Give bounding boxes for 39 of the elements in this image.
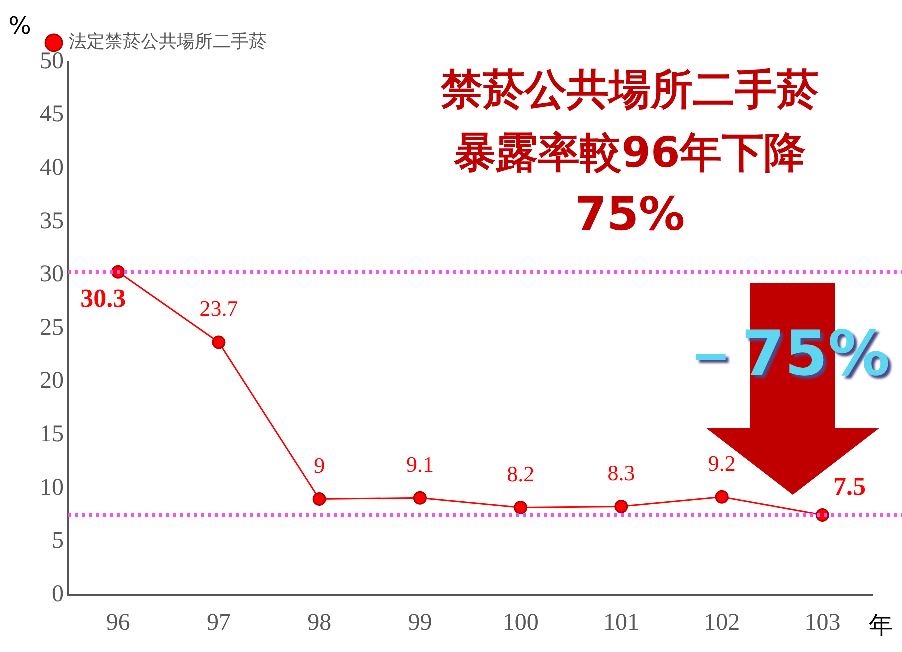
point [312,492,326,506]
legend-label: 法定禁菸公共場所二手菸 [69,32,267,52]
y-tick-label: 35 [40,208,64,234]
data-label: 8.2 [507,462,535,487]
x-tick-label: 101 [603,610,640,636]
x-tick-label: 97 [206,610,231,636]
data-label: 9.2 [708,450,736,476]
point [715,490,729,504]
y-tick-label: 30 [40,262,64,288]
data-label: 9.1 [406,452,434,477]
annotation: 暴露率較96年下降 [454,127,806,179]
data-label: 7.5 [833,472,866,501]
x-axis-title: 年 [869,611,893,640]
point [614,500,628,514]
annotation: 禁菸公共場所二手菸 [441,64,819,116]
y-tick-label: 20 [40,368,64,394]
y-tick-label: 5 [52,528,64,554]
y-tick-label: 25 [40,314,64,341]
y-tick-label: 10 [40,474,64,501]
point [514,501,528,515]
y-tick-label: 45 [40,102,64,128]
point [212,336,226,350]
data-label: 23.7 [200,296,238,322]
y-tick-label: 15 [40,422,64,448]
data-label: 9 [314,453,326,478]
x-tick-label: 100 [502,610,539,636]
x-tick-label: 103 [804,610,841,636]
y-tick-label: 40 [40,154,64,181]
x-tick-label: 99 [408,610,432,636]
y-tick-label: 0 [52,581,64,608]
y-tick-label: 50 [40,48,64,74]
data-label: 30.3 [80,284,126,313]
point [413,491,427,505]
x-tick-label: 98 [308,610,332,636]
data-label: 8.3 [608,460,636,486]
y-axis-title: % [8,12,32,40]
x-tick-label: 102 [704,610,740,636]
x-tick-label: 96 [106,610,130,636]
annotation: 75% [574,187,686,241]
